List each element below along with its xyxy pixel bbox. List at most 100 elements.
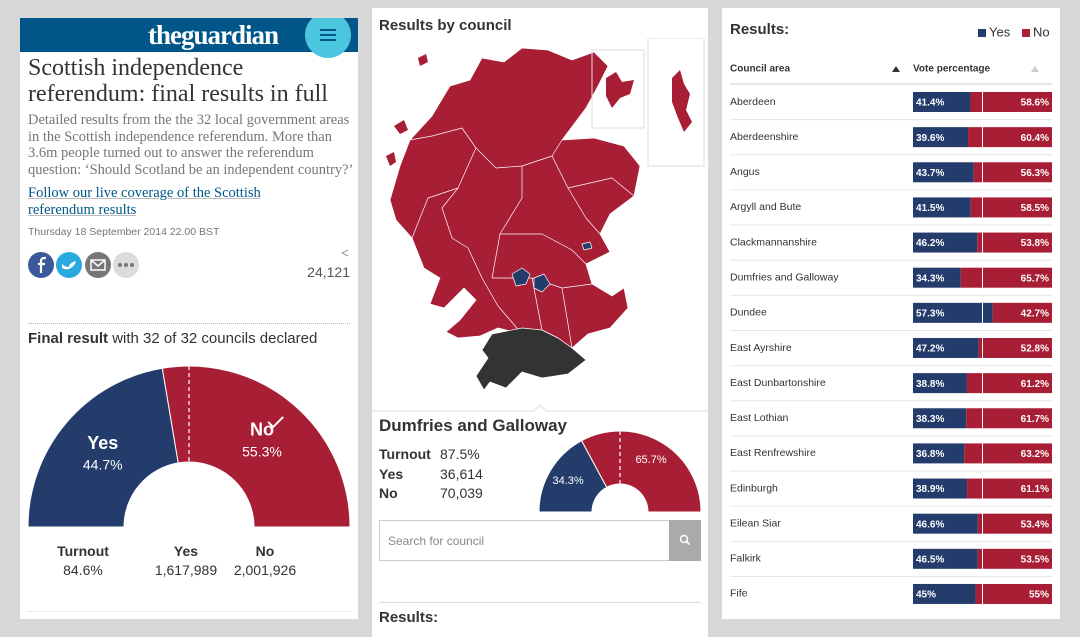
- no-label: 61.1%: [1021, 484, 1049, 495]
- no-label: 65.7%: [1021, 273, 1049, 284]
- inset-frame: [591, 49, 645, 129]
- divider: [379, 602, 701, 603]
- yes-bar: [913, 443, 965, 464]
- yes-bar: [913, 408, 967, 429]
- yes-bar: [913, 373, 967, 394]
- final-chart: Yes 44.7% No 55.3%: [27, 365, 351, 528]
- stat-value: 70,039: [440, 485, 483, 501]
- no-bar: [960, 267, 1052, 288]
- no-bar: [966, 373, 1052, 394]
- map-region-selected[interactable]: [475, 327, 587, 391]
- map-region[interactable]: [672, 70, 692, 132]
- map-region[interactable]: [511, 267, 531, 287]
- segment-name: No: [250, 419, 274, 439]
- yes-bar: [913, 127, 969, 148]
- no-bar: [977, 548, 1052, 569]
- divider: [372, 404, 708, 412]
- map-region[interactable]: [533, 273, 551, 293]
- masthead: [20, 18, 358, 52]
- segment-label: 34.3%: [552, 475, 583, 487]
- no-bar: [973, 162, 1052, 183]
- column-header[interactable]: Council area: [730, 64, 790, 75]
- search-placeholder: Search for council: [388, 534, 485, 548]
- icon: [118, 263, 134, 267]
- final-heading: Final result with 32 of 32 councils decl…: [28, 330, 317, 347]
- logo[interactable]: theguardian: [148, 20, 279, 50]
- search-input[interactable]: Search for council: [379, 520, 669, 561]
- map-region[interactable]: [606, 72, 634, 108]
- stat-label: Turnout: [379, 446, 431, 462]
- no-bar: [967, 478, 1052, 499]
- winner-check: [267, 416, 284, 429]
- legend-swatch: [1022, 29, 1030, 37]
- council-name[interactable]: Edinburgh: [730, 482, 778, 494]
- no-label: 61.2%: [1021, 379, 1049, 390]
- map-region[interactable]: [389, 47, 641, 349]
- yes-label: 47.2%: [916, 344, 944, 355]
- menu-button[interactable]: [305, 18, 351, 58]
- council-name[interactable]: Fife: [730, 588, 748, 600]
- no-label: 56.3%: [1021, 168, 1049, 179]
- no-bar: [964, 443, 1052, 464]
- donut-segment: [161, 365, 351, 528]
- yes-label: 38.3%: [916, 414, 944, 425]
- stat-value: 87.5%: [440, 446, 480, 462]
- stat-label: Yes: [173, 543, 199, 559]
- yes-bar: [913, 337, 979, 358]
- yes-label: 43.7%: [916, 168, 944, 179]
- icon: [90, 259, 106, 267]
- sort-arrow: [892, 66, 900, 72]
- results-table: Results: Yes No Council area Vote percentage…: [730, 21, 1052, 604]
- share-count: 24,121: [307, 264, 350, 280]
- column-header[interactable]: Vote percentage: [913, 64, 990, 75]
- council-map: [386, 38, 705, 391]
- share-bar: [28, 249, 349, 278]
- search-button[interactable]: [669, 520, 701, 561]
- live-link[interactable]: Follow our live coverage of the Scottish…: [28, 185, 261, 218]
- yes-label: 46.5%: [916, 554, 944, 565]
- stat-value: 2,001,926: [233, 562, 297, 578]
- council-name[interactable]: Falkirk: [730, 553, 762, 565]
- icon: [90, 259, 106, 271]
- final-heading-bold: Final result: [28, 330, 109, 347]
- stat-label: Turnout: [57, 543, 109, 559]
- segment-label: 44.7%: [83, 457, 123, 473]
- council-name[interactable]: Eilean Siar: [730, 517, 781, 529]
- no-label: 58.6%: [1021, 98, 1049, 109]
- headline: Scottish independence referendum: final …: [28, 55, 328, 107]
- no-bar: [968, 127, 1052, 148]
- map-heading: Results by council: [379, 17, 512, 34]
- yes-bar: [913, 162, 974, 183]
- yes-bar: [913, 232, 978, 253]
- yes-bar: [913, 302, 993, 323]
- council-name[interactable]: East Ayrshire: [730, 342, 792, 354]
- yes-label: 45%: [916, 590, 936, 601]
- share-icon: [341, 249, 349, 257]
- no-label: 60.4%: [1021, 133, 1049, 144]
- no-label: 61.7%: [1021, 414, 1049, 425]
- council-name[interactable]: Angus: [730, 166, 760, 178]
- twitter-share[interactable]: [56, 252, 82, 278]
- yes-label: 38.8%: [916, 379, 944, 390]
- no-label: 55%: [1029, 590, 1049, 601]
- segment-label: 65.7%: [635, 454, 666, 466]
- council-name[interactable]: Clackmannanshire: [730, 236, 817, 248]
- council-name[interactable]: East Dunbartonshire: [730, 377, 826, 389]
- email-share[interactable]: [85, 252, 111, 278]
- council-name[interactable]: Aberdeen: [730, 96, 776, 108]
- council-name[interactable]: East Lothian: [730, 412, 789, 424]
- council-name[interactable]: Dundee: [730, 307, 767, 319]
- yes-bar: [913, 513, 978, 534]
- map-region[interactable]: [386, 54, 428, 166]
- yes-label: 41.4%: [916, 98, 944, 109]
- council-name[interactable]: East Renfrewshire: [730, 447, 816, 459]
- no-label: 58.5%: [1021, 203, 1049, 214]
- no-bar: [977, 232, 1052, 253]
- council-name[interactable]: Dumfries and Galloway: [730, 271, 839, 283]
- map-region[interactable]: [581, 241, 593, 251]
- yes-bar: [913, 583, 976, 604]
- council-name[interactable]: Aberdeenshire: [730, 131, 798, 143]
- council-name[interactable]: Argyll and Bute: [730, 201, 801, 213]
- yes-label: 57.3%: [916, 308, 944, 319]
- segment-label: 55.3%: [242, 443, 282, 459]
